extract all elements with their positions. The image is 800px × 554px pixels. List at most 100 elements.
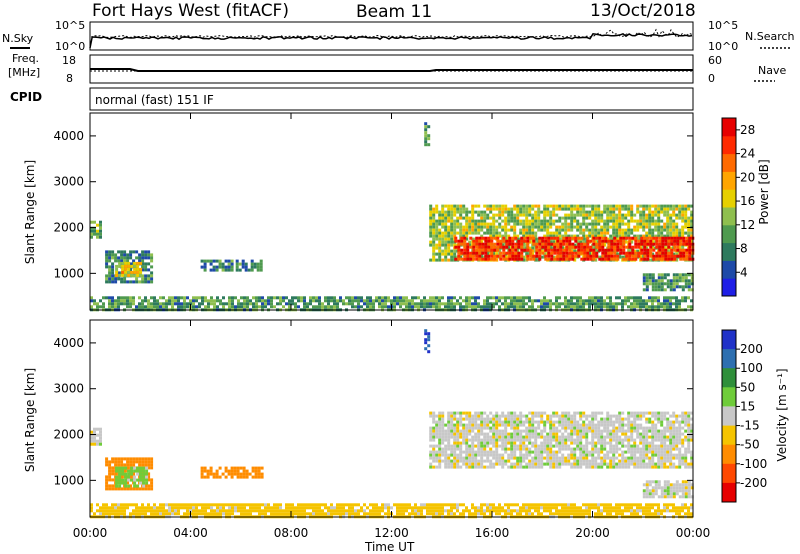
velocity-cell [351,503,354,507]
power-cell [552,204,556,208]
velocity-cell [534,420,538,424]
power-cell [657,213,661,217]
velocity-cell [555,411,559,415]
velocity-cell [549,423,553,427]
power-cell [580,248,584,252]
velocity-cell [177,509,180,513]
velocity-cell [115,475,119,479]
power-cell [565,248,569,252]
velocity-cell [135,512,138,516]
velocity-cell [555,453,559,457]
power-cell [96,302,99,306]
power-cell [655,257,659,261]
velocity-cell [231,509,234,513]
velocity-cell [489,503,492,507]
velocity-cell [411,509,414,513]
power-cell [582,231,586,235]
velocity-cell [127,484,131,488]
velocity-cell [462,512,465,516]
power-cell [604,236,608,240]
velocity-cell [522,438,526,442]
power-cell [514,248,518,252]
power-cell [216,305,219,309]
power-cell [210,296,213,300]
power-cell [447,204,451,208]
power-cell [534,234,538,238]
power-cell [598,245,602,249]
power-cell [544,257,548,261]
velocity-cell [624,506,627,510]
power-cell [688,239,692,243]
velocity-cell [315,509,318,513]
power-cell [450,231,454,235]
velocity-cell [525,453,529,457]
power-cell [432,255,436,259]
power-cell [684,207,688,211]
power-cell [147,268,151,272]
power-cell [396,299,399,303]
velocity-cell [105,457,109,461]
power-cell [559,251,563,255]
power-cell [543,216,547,220]
power-cell [573,296,576,300]
power-cell [390,299,393,303]
velocity-cell [534,465,538,469]
power-cell [532,236,536,240]
velocity-cell [642,509,645,513]
power-cell [528,296,531,300]
power-cell [241,265,245,269]
power-cell [660,207,664,211]
velocity-cell [609,506,612,510]
velocity-cell [435,414,439,418]
power-cell [129,268,133,272]
noise-left-tick-bottom: 10^0 [55,40,85,53]
power-cell [429,299,432,303]
velocity-cell [564,509,567,513]
velocity-cell [435,426,439,430]
power-cell [424,140,428,144]
velocity-cell [492,420,496,424]
velocity-cell [519,417,523,421]
power-cell [609,204,613,208]
power-cell [129,262,133,266]
velocity-cell [438,459,442,463]
velocity-cell [393,503,396,507]
velocity-cell [204,512,207,516]
power-cell [507,296,510,300]
velocity-cell [558,512,561,516]
power-cell [469,245,473,249]
power-cell [567,207,571,211]
power-cell [630,210,634,214]
power-cell [480,213,484,217]
power-cell [495,252,499,256]
power-cell [238,268,242,272]
power-cell [375,299,378,303]
velocity-cell [424,341,428,345]
velocity-cell [573,503,576,507]
velocity-cell [252,509,255,513]
velocity-cell [480,426,484,430]
power-cell [609,302,612,306]
velocity-cell [136,478,140,482]
power-cell [559,254,563,258]
cpid-text: normal (fast) 151 IF [95,93,214,107]
velocity-cell [360,506,363,510]
power-cell [582,305,585,309]
velocity-cell [504,414,508,418]
velocity-cell [456,429,460,433]
velocity-cell [366,506,369,510]
velocity-cell [495,456,499,460]
power-cell [541,239,545,243]
velocity-cell [510,432,514,436]
velocity-cell [435,456,439,460]
velocity-cell [231,503,234,507]
power-cell [642,234,646,238]
velocity-cell [471,441,475,445]
power-cell [489,222,493,226]
power-cell [597,255,601,259]
velocity-cell [257,469,261,473]
power-cell [502,254,506,258]
velocity-cell [444,435,448,439]
velocity-cell [213,503,216,507]
velocity-cell [609,503,612,507]
